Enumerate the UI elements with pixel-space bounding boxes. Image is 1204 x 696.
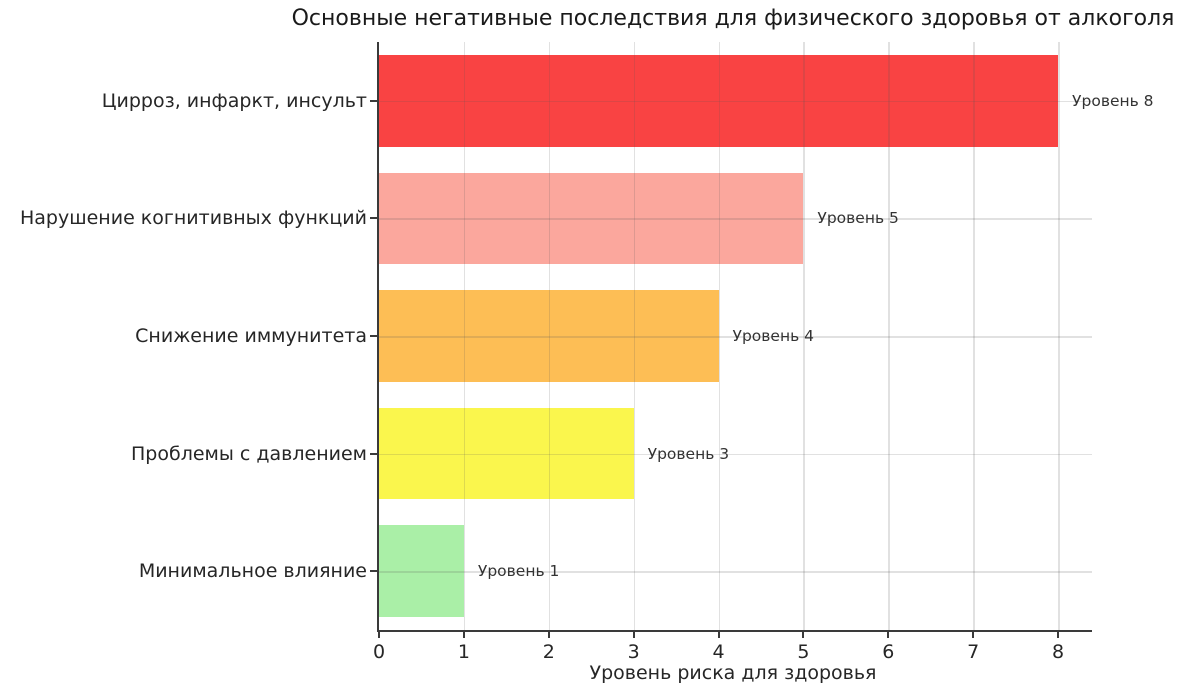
x-tick <box>378 632 380 638</box>
plot-area: 0 1 2 3 4 5 6 7 8 Уровень 8 Цирроз, инфаркт, инсул… <box>20 42 1154 663</box>
category-label: Проблемы с давлением <box>131 442 367 465</box>
x-tick <box>972 632 975 638</box>
y-gridline <box>379 336 1092 338</box>
bar <box>379 54 1059 147</box>
x-tick-label: 1 <box>457 641 470 663</box>
x-tick <box>717 632 720 638</box>
x-tick <box>1057 632 1060 638</box>
x-tick <box>802 632 805 638</box>
x-gridline <box>548 42 551 630</box>
chart-title: Основные негативные последствия для физи… <box>291 6 1175 31</box>
x-tick-label: 0 <box>372 641 386 663</box>
x-tick-label: 2 <box>542 641 555 663</box>
bar-value-label: Уровень 4 <box>732 327 815 345</box>
bar-value-label: Уровень 5 <box>817 209 899 228</box>
x-tick <box>632 632 635 638</box>
bar <box>379 290 719 382</box>
y-gridline <box>379 453 1092 456</box>
x-gridline <box>718 42 721 630</box>
category-label: Минимальное влияние <box>138 560 367 583</box>
bar-value-label: Уровень 8 <box>1072 91 1154 110</box>
category-label: Цирроз, инфаркт, инсульт <box>101 89 367 112</box>
bar <box>379 172 804 265</box>
x-tick-label: 6 <box>882 641 895 663</box>
x-tick-label: 8 <box>1052 641 1065 663</box>
y-tick <box>370 99 377 102</box>
x-gridline <box>888 42 890 630</box>
x-tick <box>462 632 465 638</box>
y-tick <box>370 217 377 220</box>
bar-value-label: Уровень 3 <box>647 444 730 463</box>
x-gridline <box>1058 42 1060 630</box>
x-tick <box>547 632 550 638</box>
x-gridline <box>633 42 636 630</box>
bar <box>379 407 634 500</box>
category-label: Нарушение когнитивных функций <box>19 207 367 230</box>
x-gridline <box>463 42 466 630</box>
x-gridline <box>803 42 805 630</box>
x-tick-label: 4 <box>712 641 725 663</box>
bar-value-label: Уровень 1 <box>477 562 560 581</box>
x-tick <box>887 632 890 638</box>
x-gridline <box>973 42 975 630</box>
y-gridline <box>379 100 1092 103</box>
x-axis-label: Уровень риска для здоровья <box>589 662 877 684</box>
category-label: Снижение иммунитета <box>135 325 367 347</box>
y-tick <box>370 570 377 573</box>
x-tick-label: 5 <box>797 641 810 663</box>
y-tick <box>370 452 377 455</box>
y-gridline <box>379 218 1092 220</box>
x-tick-label: 7 <box>967 641 980 663</box>
x-tick-label: 3 <box>627 641 640 663</box>
bar <box>379 525 464 618</box>
y-tick <box>370 335 377 337</box>
y-gridline <box>379 571 1092 573</box>
